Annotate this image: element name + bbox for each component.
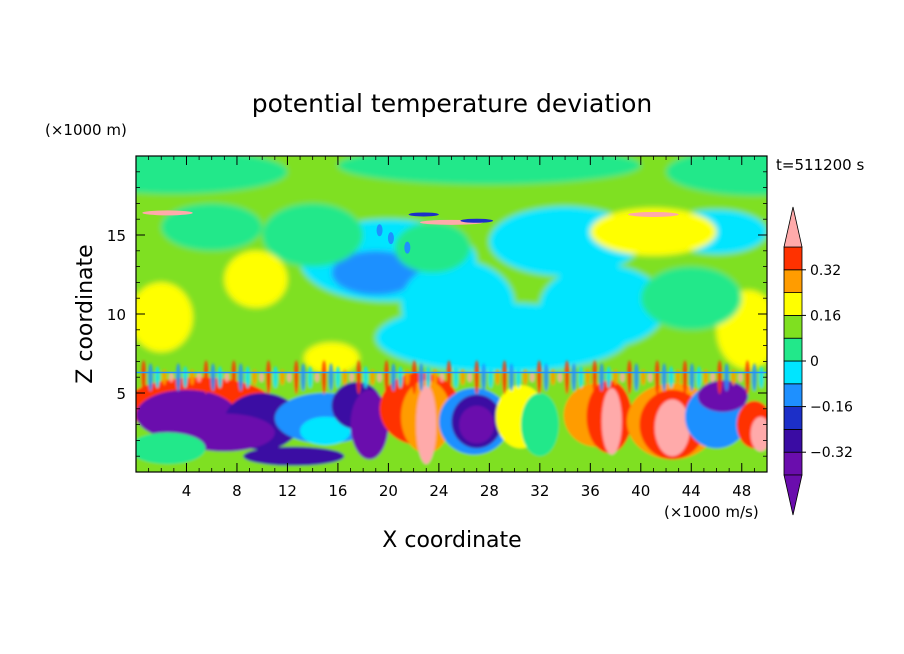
colorbar-band [783,337,803,362]
y-axis-label: Z coordinate [73,244,98,383]
x-tick-label: 28 [480,482,499,500]
x-axis-label: X coordinate [382,528,521,553]
y-tick-label: 10 [107,306,126,324]
colorbar: 0.32 0.16 0 −0.16 −0.32 [783,206,853,516]
colorbar-label: 0 [810,354,819,370]
colorbar-band [783,383,803,407]
x-tick-label: 36 [581,482,600,500]
colorbar-label: 0.16 [810,308,841,324]
colorbar-band [783,314,803,339]
x-tick-label: 40 [631,482,650,500]
x-tick-label: 16 [328,482,347,500]
x-tick-label: 20 [379,482,398,500]
colorbar-extend-min [783,474,803,516]
y-axis: 5 10 15 [107,171,767,457]
chart-title: potential temperature deviation [252,89,652,118]
x-tick-label: 48 [732,482,751,500]
time-label: t=511200 s [776,156,864,174]
colorbar-label: −0.32 [810,445,853,461]
y-tick-label: 15 [107,227,126,245]
colorbar-band [783,292,803,316]
y-unit-label: (×1000 m) [45,121,127,139]
colorbar-band [783,269,803,293]
colorbar-label: −0.16 [810,400,853,416]
x-tick-label: 44 [682,482,701,500]
x-tick-label: 32 [530,482,549,500]
colorbar-band [783,428,803,453]
colorbar-band [783,246,803,271]
x-axis: 4 8 12 16 20 24 28 32 36 40 44 48 [148,156,755,500]
x-tick-label: 4 [182,482,192,500]
y-tick-label: 5 [116,385,126,403]
colorbar-label: 0.32 [810,263,841,279]
colorbar-extend-max [783,206,803,248]
x-tick-label: 12 [278,482,297,500]
x-unit-label: (×1000 m/s) [664,503,759,521]
contour-field [136,156,767,472]
x-tick-label: 24 [429,482,448,500]
colorbar-band [783,451,803,476]
x-tick-label: 8 [232,482,242,500]
colorbar-band [783,360,803,385]
colorbar-band [783,406,803,430]
